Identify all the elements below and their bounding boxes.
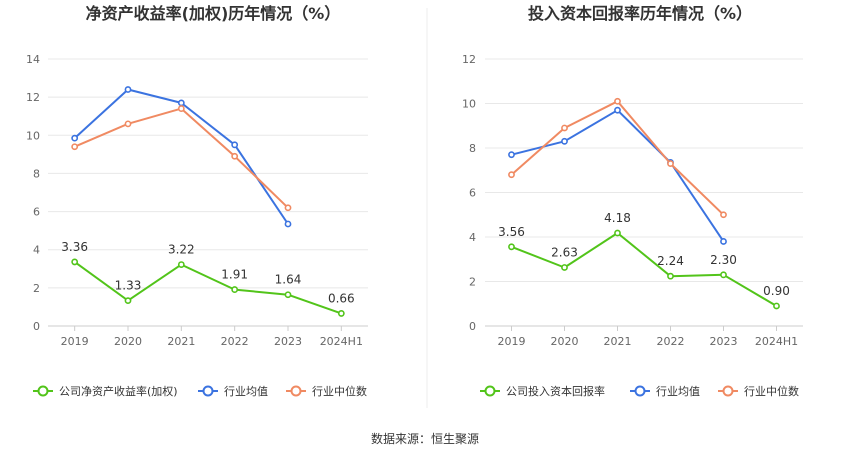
legend-marker-roe-2 — [290, 385, 302, 397]
data-point-roe-0 — [284, 291, 292, 299]
y-tick-label-roe: 6 — [33, 206, 40, 219]
legend-label-roe-2: 行业中位数 — [312, 384, 367, 398]
series-line-roe-2 — [74, 107, 289, 209]
y-tick-label-roe: 0 — [33, 320, 40, 333]
data-point-roic-2 — [614, 97, 621, 105]
data-point-roic-0 — [667, 272, 674, 280]
x-tick-label-roe: 2019 — [61, 335, 89, 348]
data-point-roic-0 — [773, 302, 780, 310]
chart-title-roic: 投入资本回报率历年情况（%） — [528, 4, 752, 23]
data-label-roe: 3.22 — [168, 243, 195, 257]
data-point-roe-1 — [177, 99, 185, 107]
x-tick-label-roic: 2024H1 — [755, 335, 798, 348]
legend-marker-roic-2 — [722, 385, 734, 397]
data-point-roic-1 — [720, 238, 727, 245]
data-label-roe: 1.91 — [221, 268, 248, 282]
legend-label-roic-0: 公司投入资本回报率 — [506, 384, 605, 398]
data-point-roe-2 — [71, 143, 79, 151]
data-point-roe-1 — [231, 141, 239, 149]
legend-label-roic-1: 行业均值 — [656, 385, 700, 398]
y-tick-label-roic: 2 — [469, 276, 476, 289]
data-label-roe: 3.36 — [61, 240, 88, 254]
y-tick-label-roic: 0 — [469, 320, 476, 333]
legend-marker-roe-0 — [37, 385, 49, 397]
data-label-roic: 2.30 — [710, 253, 737, 267]
x-tick-label-roe: 2022 — [221, 335, 249, 348]
data-point-roic-1 — [508, 151, 515, 159]
data-point-roic-1 — [561, 137, 568, 145]
y-tick-label-roic: 10 — [462, 98, 476, 111]
y-tick-label-roe: 10 — [26, 129, 40, 142]
x-tick-label-roe: 2020 — [114, 335, 142, 348]
data-point-roe-2 — [124, 120, 132, 128]
data-point-roe-2 — [284, 204, 292, 212]
legend-marker-roic-0 — [484, 385, 496, 397]
x-tick-label-roic: 2022 — [657, 335, 685, 348]
data-source: 数据来源：恒生聚源 — [371, 431, 479, 446]
data-point-roe-0 — [177, 261, 185, 268]
x-tick-label-roe: 2021 — [167, 335, 195, 348]
data-point-roic-1 — [614, 106, 621, 114]
data-label-roe: 1.64 — [275, 273, 302, 287]
data-label-roe: 1.33 — [115, 279, 142, 293]
x-tick-label-roic: 2020 — [551, 335, 579, 348]
data-label-roe: 0.66 — [328, 291, 355, 305]
data-label-roic: 0.90 — [763, 284, 790, 298]
data-point-roe-2 — [231, 152, 239, 160]
legend-label-roe-1: 行业均值 — [224, 385, 268, 398]
data-point-roe-0 — [124, 297, 132, 305]
data-label-roic: 3.56 — [498, 225, 525, 239]
data-point-roic-0 — [614, 229, 621, 237]
y-tick-label-roe: 2 — [33, 282, 40, 295]
y-tick-label-roe: 12 — [26, 91, 40, 104]
data-point-roic-2 — [720, 211, 727, 219]
legend-label-roic-2: 行业中位数 — [744, 384, 799, 398]
data-point-roe-1 — [284, 220, 292, 228]
data-point-roic-0 — [508, 243, 515, 251]
y-tick-label-roic: 8 — [469, 142, 476, 155]
data-point-roic-2 — [561, 124, 568, 132]
x-tick-label-roic: 2019 — [498, 335, 526, 348]
data-point-roe-0 — [337, 310, 345, 317]
legend-marker-roe-1 — [202, 385, 214, 397]
data-point-roe-2 — [177, 105, 185, 112]
chart-title-roe: 净资产收益率(加权)历年情况（%） — [86, 4, 341, 23]
data-label-roic: 2.24 — [657, 254, 684, 268]
y-tick-label-roe: 14 — [26, 53, 40, 66]
series-line-roic-0 — [511, 232, 778, 307]
x-tick-label-roe: 2023 — [274, 335, 302, 348]
data-point-roic-0 — [720, 271, 727, 279]
y-tick-label-roic: 4 — [469, 231, 476, 244]
data-point-roe-0 — [71, 258, 79, 266]
x-tick-label-roic: 2023 — [710, 335, 738, 348]
y-tick-label-roic: 6 — [469, 187, 476, 200]
legend-marker-roic-1 — [634, 385, 646, 397]
x-tick-label-roic: 2021 — [604, 335, 632, 348]
y-tick-label-roic: 12 — [462, 53, 476, 66]
data-point-roic-0 — [561, 264, 568, 271]
series-line-roic-2 — [510, 100, 725, 216]
data-point-roe-1 — [124, 86, 132, 93]
x-tick-label-roe: 2024H1 — [320, 335, 363, 348]
data-point-roic-2 — [667, 160, 674, 167]
data-point-roic-2 — [508, 171, 515, 179]
data-label-roic: 4.18 — [604, 211, 631, 225]
y-tick-label-roe: 4 — [33, 244, 40, 257]
y-tick-label-roe: 8 — [33, 167, 40, 180]
data-label-roic: 2.63 — [551, 245, 578, 259]
data-point-roe-0 — [231, 286, 239, 293]
data-point-roe-1 — [71, 134, 79, 142]
legend-label-roe-0: 公司净资产收益率(加权) — [59, 384, 178, 398]
series-line-roe-0 — [74, 261, 342, 315]
